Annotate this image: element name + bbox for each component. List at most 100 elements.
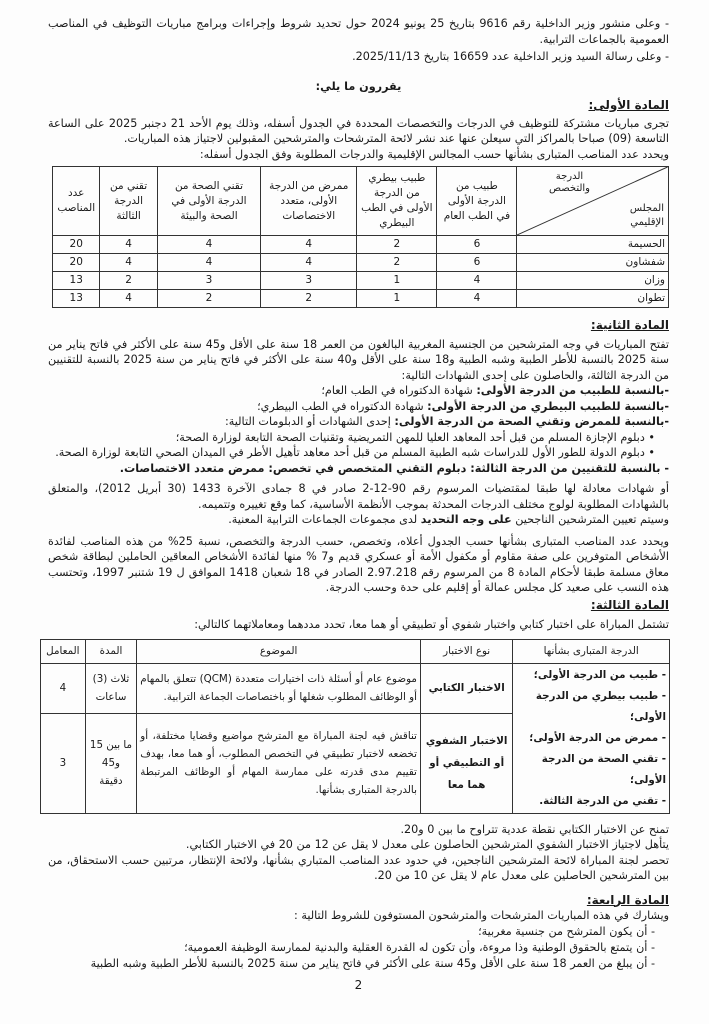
intro-line: - وعلى رسالة السيد وزير الداخلية عدد 166… xyxy=(352,50,669,63)
col-header: نوع الاختبار xyxy=(419,638,514,664)
exam-table: الدرجة المتبارى بشأنها نوع الاختبار المو… xyxy=(40,638,670,814)
condition-item: - أن يتمتع بالحقوق الوطنية وذا مروءة، وأ… xyxy=(184,940,655,954)
cell: 2 xyxy=(356,235,438,254)
corner-top: الدرجة والتخصص xyxy=(548,171,590,194)
grade-item: - تقني الصحة من الدرجة الأولى؛ xyxy=(541,752,666,786)
council-name: الحسيمة xyxy=(516,235,669,254)
cell: 4 xyxy=(99,289,158,308)
cell: 4 xyxy=(260,253,358,272)
degree-item: -بالنسبة للطبيب البيطري من الدرجة الأولى… xyxy=(48,399,669,415)
article-2-para: تفتح المباريات في وجه المترشحين من الجنس… xyxy=(48,337,669,382)
exam-subject: موضوع عام أو أسئلة ذات اختيارات متعددة (… xyxy=(136,662,421,714)
article-1-title: المادة الأولى: xyxy=(588,98,669,112)
col-header: ممرض من الدرجة الأولى، متعدد الاختصاصات xyxy=(260,166,358,236)
table-row: الحسيمة 6 2 4 4 4 20 xyxy=(51,235,669,254)
cell: 4 xyxy=(156,235,262,254)
cell: 4 xyxy=(436,271,518,290)
cell: 3 xyxy=(156,271,262,290)
condition-item: - أن يكون المترشح من جنسية مغربية؛ xyxy=(478,924,655,938)
positions-table: الدرجة والتخصص المجلس الإقليمي طبيب من ا… xyxy=(51,166,669,308)
intro: - وعلى منشور وزير الداخلية رقم 9616 بتار… xyxy=(48,16,669,65)
cell: 1 xyxy=(356,289,438,308)
article-4-para: ويشارك في هذه المباريات المترشحات والمتر… xyxy=(294,908,669,922)
col-header: المعامل xyxy=(40,638,86,664)
exam-coefficient: 4 xyxy=(40,662,86,714)
cell: 4 xyxy=(99,253,158,272)
cell: 6 xyxy=(436,235,518,254)
col-header: المدة xyxy=(84,638,138,664)
article-4: المادة الرابعة: ويشارك في هذه المباريات … xyxy=(48,892,669,972)
exam-coefficient: 3 xyxy=(40,712,86,814)
col-header: تقني الصحة من الدرجة الأولى في الصحة وال… xyxy=(156,166,262,236)
intro-line: - وعلى منشور وزير الداخلية رقم 9616 بتار… xyxy=(48,17,670,46)
cell: 1 xyxy=(356,271,438,290)
tech-degree: - بالنسبة للتقنيين من الدرجة الثالثة: دب… xyxy=(119,461,669,475)
cell: 2 xyxy=(99,271,158,290)
degree-label: -بالنسبة للممرض وتقني الصحة من الدرجة ال… xyxy=(394,415,669,428)
article-1: المادة الأولى: تجرى مباريات مشتركة للتوظ… xyxy=(48,98,669,162)
corner-cell: الدرجة والتخصص المجلس الإقليمي xyxy=(516,166,669,236)
col-header: طبيب بيطري من الدرجة الأولى في الطب البي… xyxy=(356,166,438,236)
grade-item: - ممرض من الدرجة الأولى؛ xyxy=(529,731,666,744)
article-3-notes: تمنح عن الاختبار الكتابي نقطة عددية تترا… xyxy=(48,822,669,884)
table-row: تطوان 4 1 2 2 4 13 xyxy=(51,289,669,308)
col-header: الموضوع xyxy=(136,638,421,664)
council-name: شفشاون xyxy=(516,253,669,272)
exam-duration: ثلاث (3) ساعات xyxy=(84,662,138,714)
cell: 4 xyxy=(436,289,518,308)
page-number: 2 xyxy=(354,977,363,992)
col-header: الدرجة المتبارى بشأنها xyxy=(512,638,670,664)
council-name: وزان xyxy=(516,271,669,290)
degree-item: -بالنسبة للطبيب من الدرجة الأولى: شهادة … xyxy=(48,383,669,399)
exam-duration: ما بين 15 و45 دقيقة xyxy=(84,712,138,814)
cell: 2 xyxy=(260,289,358,308)
equivalence: أو شهادات معادلة لها طبقا لمقتضيات المرس… xyxy=(48,482,669,511)
table-row: شفشاون 6 2 4 4 4 20 xyxy=(51,253,669,272)
article-3-title: المادة الثالثة: xyxy=(590,597,669,612)
degree-text: شهادة الدكتوراه في الطب العام؛ xyxy=(321,384,477,397)
cell: 2 xyxy=(156,289,262,308)
article-1-para2: ويحدد عدد المناصب المتبارى بشأنها حسب ال… xyxy=(199,147,669,161)
diploma-bullet: • دبلوم الإجازة المسلم من قبل أحد المعاه… xyxy=(175,430,655,444)
grade-item: - تقني من الدرجة الثالثة. xyxy=(539,794,666,807)
col-header: طبيب من الدرجة الأولى في الطب العام xyxy=(436,166,518,236)
degree-label: -بالنسبة للطبيب البيطري من الدرجة الأولى… xyxy=(427,399,669,413)
exam-subject: تناقش فيه لجنة المباراة مع المترشح مواضي… xyxy=(136,712,421,814)
total-cell: 13 xyxy=(51,271,101,290)
cell: 3 xyxy=(260,271,358,290)
assignment-emphasis: على وجه التحديد xyxy=(420,513,512,526)
grade-item: - طبيب بيطري من الدرجة الأولى؛ xyxy=(535,689,666,723)
col-header: تقني من الدرجة الثالثة xyxy=(99,166,158,236)
degree-label: -بالنسبة للطبيب من الدرجة الأولى: xyxy=(476,384,669,397)
note: يتأهل لاجتياز الاختبار الشفوي المترشحين … xyxy=(185,838,669,851)
note: تمنح عن الاختبار الكتابي نقطة عددية تترا… xyxy=(400,822,669,836)
total-cell: 20 xyxy=(51,253,101,272)
table-row: وزان 4 1 3 3 2 13 xyxy=(51,271,669,290)
table-row: - طبيب من الدرجة الأولى؛ - طبيب بيطري من… xyxy=(40,662,670,814)
grades-cell: - طبيب من الدرجة الأولى؛ - طبيب بيطري من… xyxy=(512,662,670,814)
col-header: عدد المناصب xyxy=(51,166,101,236)
condition-item: - أن يبلغ من العمر 18 سنة على الأقل و45 … xyxy=(90,956,655,970)
exam-type: الاختبار الشفوي أو التطبيقي أو هما معا xyxy=(419,712,514,814)
article-3-para: تشتمل المباراة على اختبار كتابي واختبار … xyxy=(194,618,669,631)
cell: 4 xyxy=(99,235,158,254)
assignment: وسيتم تعيين المترشحين الناجحين على وجه ا… xyxy=(48,512,669,528)
corner-bottom: المجلس الإقليمي xyxy=(629,203,664,228)
cell: 4 xyxy=(260,235,358,254)
council-name: تطوان xyxy=(516,289,669,308)
assignment-text: لدى مجموعات الجماعات الترابية المعنية. xyxy=(228,513,421,526)
assignment-text: وسيتم تعيين المترشحين الناجحين xyxy=(511,513,669,526)
total-cell: 13 xyxy=(51,289,101,308)
degree-item: -بالنسبة للممرض وتقني الصحة من الدرجة ال… xyxy=(48,414,669,430)
diploma-bullet: • دبلوم الدولة للطور الأول للدراسات شبه … xyxy=(55,446,655,459)
quota: ويحدد عدد المناصب المتبارى بشأنها حسب ال… xyxy=(48,534,669,595)
note: تحصر لجنة المباراة لائحة المترشحين الناج… xyxy=(48,853,669,883)
article-3: المادة الثالثة: تشتمل المباراة على اختبا… xyxy=(48,598,669,633)
article-1-para: تجرى مباريات مشتركة للتوظيف في الدرجات و… xyxy=(48,116,670,146)
cell: 2 xyxy=(356,253,438,272)
grade-item: - طبيب من الدرجة الأولى؛ xyxy=(533,668,666,681)
article-2-title: المادة الثانية: xyxy=(590,318,669,332)
degree-text: إحدى الشهادات أو الدبلومات التالية: xyxy=(225,415,395,428)
article-4-title: المادة الرابعة: xyxy=(586,892,669,907)
decide-heading: يقررون ما يلي: xyxy=(315,79,402,93)
